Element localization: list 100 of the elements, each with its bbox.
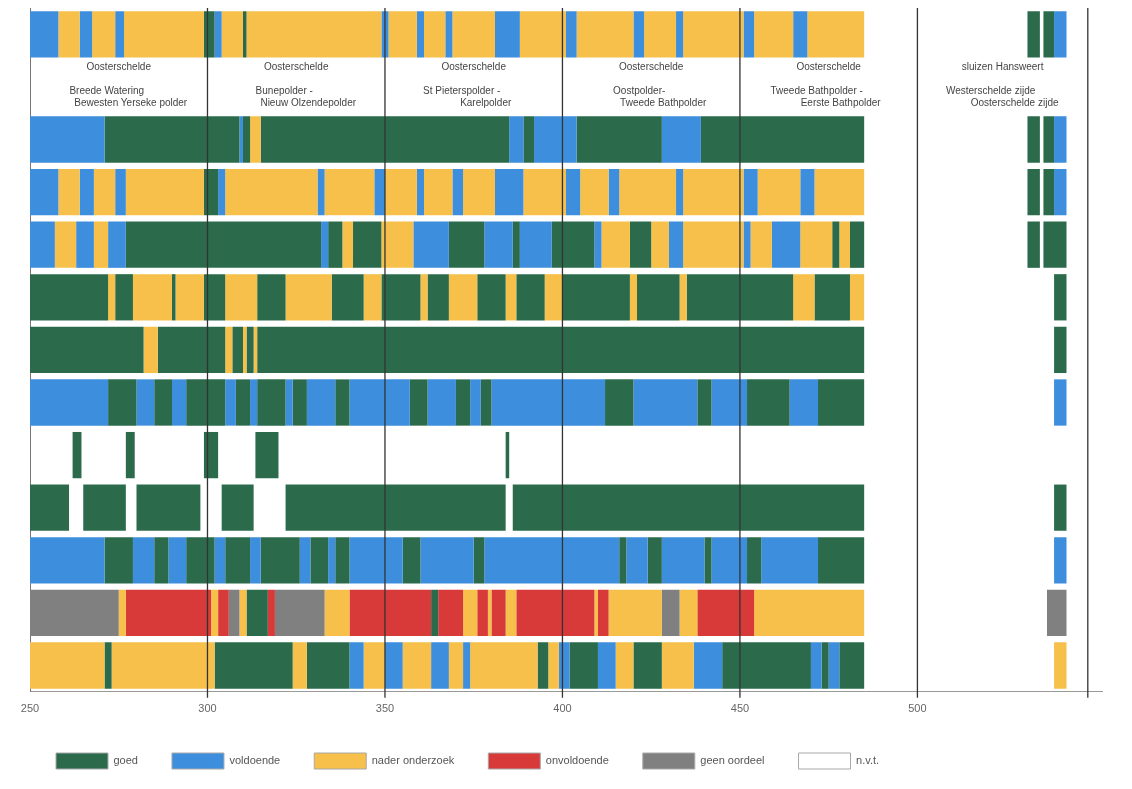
annotation: Oosterschelde	[441, 60, 507, 72]
bar	[92, 11, 116, 58]
bar	[1046, 589, 1067, 637]
bar	[519, 11, 566, 58]
bar	[186, 537, 215, 584]
bar	[384, 642, 403, 689]
annotation: Karelpolder	[460, 96, 512, 108]
bar	[257, 379, 286, 426]
annotation: Bunepolder -	[255, 84, 313, 96]
bar	[310, 537, 329, 584]
bar	[683, 221, 744, 268]
bar	[168, 537, 187, 584]
annotation: Oosterschelde	[263, 60, 329, 72]
x-tick-label: 400	[553, 702, 572, 715]
bar	[683, 11, 744, 58]
annotation: Oosterschelde	[796, 60, 862, 72]
x-tick-label: 300	[198, 702, 217, 715]
bar	[576, 11, 634, 58]
bar	[633, 11, 645, 58]
bar	[328, 221, 343, 268]
bar	[54, 221, 77, 268]
bar	[242, 11, 247, 58]
bar	[239, 116, 243, 163]
legend-label: nader onderzoek	[371, 754, 455, 767]
bar	[108, 221, 126, 268]
bar	[306, 642, 350, 689]
bar	[125, 589, 212, 637]
legend-label: voldoende	[229, 754, 281, 767]
bar	[79, 11, 93, 58]
legend-label: onvoldoende	[545, 754, 609, 767]
bar	[849, 221, 865, 268]
annotation: sluizen Hansweert	[961, 60, 1044, 72]
bar	[452, 168, 464, 216]
bar	[839, 221, 850, 268]
bar	[225, 537, 251, 584]
bar	[438, 589, 464, 637]
annotation: Oosterschelde	[86, 60, 152, 72]
bar	[523, 116, 535, 163]
bar	[619, 537, 627, 584]
bar	[580, 168, 609, 216]
bar	[505, 589, 517, 637]
bar	[1054, 642, 1067, 689]
bar	[601, 221, 630, 268]
bar	[58, 11, 80, 58]
bar	[519, 221, 552, 268]
bar	[267, 589, 275, 637]
bar	[839, 642, 865, 689]
bar	[171, 379, 187, 426]
bar	[30, 116, 105, 163]
bar	[516, 589, 595, 637]
bar	[186, 379, 226, 426]
bar	[1027, 221, 1040, 268]
bar	[1027, 168, 1040, 216]
annotation: Eerste Bathpolder	[800, 96, 882, 108]
x-tick-label: 500	[908, 702, 927, 715]
bar	[93, 168, 116, 216]
bar	[115, 168, 126, 216]
bar	[1054, 326, 1067, 374]
bar	[807, 11, 865, 58]
bar	[381, 274, 421, 321]
bar	[115, 11, 125, 58]
annotation: Oostpolder-	[613, 84, 666, 96]
bar	[203, 431, 219, 479]
bar	[800, 221, 833, 268]
annotation: Tweede Bathpolder -	[770, 84, 863, 96]
bar	[349, 589, 432, 637]
bar	[608, 589, 662, 637]
bar	[480, 379, 492, 426]
bar	[594, 589, 598, 637]
x-tick-label: 350	[375, 702, 395, 715]
bar	[292, 379, 307, 426]
bar	[274, 589, 325, 637]
legend-label: n.v.t.	[856, 754, 880, 767]
bar	[754, 589, 865, 637]
bar	[661, 589, 680, 637]
bar	[818, 379, 865, 426]
bar	[576, 116, 662, 163]
bar	[250, 379, 258, 426]
bar	[211, 589, 219, 637]
bar	[818, 537, 865, 584]
bar	[1054, 168, 1067, 216]
bar	[250, 537, 261, 584]
x-tick-label: 250	[20, 702, 40, 715]
bar	[445, 11, 453, 58]
bar	[118, 589, 126, 637]
bar	[683, 168, 744, 216]
bar	[1043, 168, 1055, 216]
bar	[132, 537, 155, 584]
bar	[246, 589, 268, 637]
bar	[757, 168, 801, 216]
bar	[814, 168, 865, 216]
bar	[235, 379, 251, 426]
bar	[697, 589, 755, 637]
bar	[1054, 11, 1067, 58]
bar	[58, 168, 80, 216]
x-tick-label: 450	[730, 702, 750, 715]
bar	[108, 274, 116, 321]
bar	[1027, 11, 1040, 58]
bar	[1027, 116, 1040, 163]
bar	[30, 168, 59, 216]
